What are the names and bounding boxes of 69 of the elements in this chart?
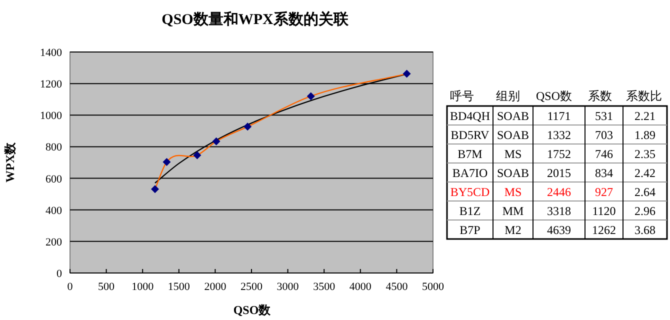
text: 1.89 — [634, 128, 656, 142]
x-tick-label: 3500 — [313, 281, 336, 293]
y-tick-label: 1200 — [40, 78, 62, 91]
x-tick-label: 1000 — [132, 281, 154, 293]
text: 746 — [595, 147, 613, 161]
text: 1752 — [547, 147, 571, 161]
text: B1Z — [459, 204, 481, 218]
chart-title: QSO数量和WPX系数的关联 — [162, 11, 350, 28]
text: 2.42 — [634, 166, 656, 180]
text: 2.35 — [634, 147, 656, 161]
text: 834 — [595, 166, 613, 180]
text: SOAB — [496, 109, 530, 123]
text: 531 — [595, 109, 613, 123]
y-tick-label: 600 — [46, 173, 62, 186]
point — [193, 151, 202, 160]
text: 3318 — [547, 204, 571, 218]
y-tick-label: 400 — [46, 204, 62, 217]
x-tick-label: 1500 — [168, 281, 190, 293]
x-tick-label: 500 — [98, 281, 116, 293]
text: 1171 — [547, 109, 571, 123]
y-tick-label: 200 — [46, 236, 62, 248]
y-tick-label: 1400 — [40, 47, 62, 59]
point — [212, 137, 220, 146]
text: SOAB — [496, 166, 530, 180]
text: SOAB — [496, 128, 530, 142]
point — [162, 158, 171, 166]
text: MM — [502, 204, 524, 218]
text: B7P — [460, 223, 481, 237]
x-tick-label: 2000 — [204, 281, 227, 293]
text: BA7IO — [452, 166, 488, 180]
y-tick-label: 800 — [46, 142, 62, 154]
point — [244, 122, 252, 131]
text: 4639 — [547, 223, 571, 237]
text: B7M — [458, 147, 483, 161]
x-tick-label: 2500 — [240, 281, 263, 293]
text: BD4QH — [450, 109, 490, 123]
text: 1262 — [592, 223, 616, 237]
point — [402, 70, 411, 78]
x-tick-label: 0 — [67, 281, 74, 293]
y-axis-title: WPX数 — [3, 142, 17, 182]
text: MS — [504, 185, 522, 199]
category-label: 呼号 — [450, 89, 474, 103]
point — [306, 92, 315, 100]
text: 2.96 — [634, 204, 656, 218]
text: 2015 — [547, 166, 571, 180]
x-tick-label: 5000 — [422, 281, 444, 293]
text: MS — [504, 147, 522, 161]
text: 927 — [595, 185, 613, 199]
category-label: 组别 — [496, 89, 520, 103]
x-axis-title: QSO数 — [233, 303, 272, 317]
y-tick-label: 1000 — [40, 110, 62, 122]
text: M2 — [504, 223, 522, 237]
text: BD5RV — [450, 128, 490, 142]
category-label: 系数 — [588, 89, 612, 103]
text: 2.64 — [634, 185, 656, 199]
point — [151, 185, 160, 194]
text: BY5CD — [450, 185, 490, 199]
y-tick-label: 0 — [56, 268, 62, 280]
text: 1120 — [592, 204, 616, 218]
text: 1332 — [547, 128, 571, 142]
text: 3.68 — [634, 223, 656, 237]
category-label: QSO数 — [536, 89, 572, 103]
text: 703 — [595, 128, 613, 142]
x-tick-label: 3000 — [276, 281, 300, 293]
text: 2.21 — [634, 109, 656, 123]
text: 2446 — [547, 185, 571, 199]
x-tick-label: 4000 — [349, 281, 372, 293]
category-label: 系数比 — [626, 89, 662, 103]
x-tick-label: 4500 — [386, 281, 408, 293]
